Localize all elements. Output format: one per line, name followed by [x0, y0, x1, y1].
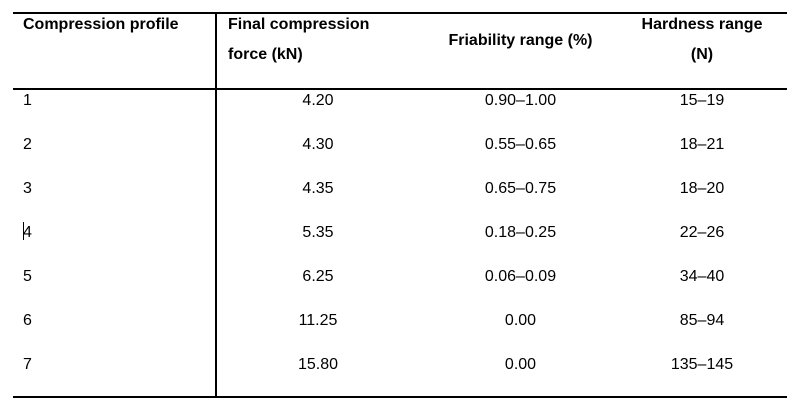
header-compression-profile: Compression profile — [23, 16, 179, 33]
column-divider — [215, 12, 217, 398]
table-body: 1 4.20 0.90–1.00 15–19 2 4.30 0.55–0.65 18–21 3 4… — [0, 90, 800, 398]
header-hardness-range-line-1: Hardness range — [641, 16, 763, 33]
cell-compression-profile: 1 — [23, 92, 32, 109]
table-row: 7 15.80 0.00 135–145 — [0, 354, 800, 398]
cell-compression-profile: 3 — [23, 180, 32, 197]
cell-friability-range: 0.18–0.25 — [484, 224, 557, 241]
table-row: 4 5.35 0.18–0.25 22–26 — [0, 222, 800, 266]
cell-final-compression-force: 4.20 — [302, 92, 334, 109]
table-bottom-rule — [13, 396, 787, 398]
cell-final-compression-force: 4.30 — [302, 136, 334, 153]
cell-friability-range: 0.90–1.00 — [484, 92, 557, 109]
cell-friability-range: 0.00 — [504, 312, 537, 329]
cell-compression-profile: 7 — [23, 356, 32, 373]
cell-text: 4 — [23, 224, 32, 241]
header-final-compression-force: Final compression force (kN) — [228, 10, 428, 70]
header-hardness-range: Hardness range (N) — [618, 10, 786, 70]
header-final-compression-force-line-2: force (kN) — [228, 46, 303, 63]
cell-final-compression-force: 6.25 — [302, 268, 334, 285]
table-top-rule — [13, 12, 787, 14]
table-row: 5 6.25 0.06–0.09 34–40 — [0, 266, 800, 310]
cell-hardness-range: 15–19 — [679, 92, 725, 109]
cell-final-compression-force: 5.35 — [302, 224, 334, 241]
cell-hardness-range: 34–40 — [679, 268, 725, 285]
header-final-compression-force-line-1: Final compression — [228, 16, 370, 33]
cell-hardness-range: 135–145 — [670, 356, 734, 373]
cell-compression-profile: 6 — [23, 312, 32, 329]
cell-hardness-range: 18–20 — [679, 180, 725, 197]
header-hardness-range-line-2: (N) — [690, 46, 714, 63]
cell-hardness-range: 85–94 — [679, 312, 725, 329]
cell-friability-range: 0.65–0.75 — [484, 180, 557, 197]
table-row: 6 11.25 0.00 85–94 — [0, 310, 800, 354]
cell-hardness-range: 22–26 — [679, 224, 725, 241]
cell-friability-range: 0.06–0.09 — [484, 268, 557, 285]
cell-final-compression-force: 15.80 — [297, 356, 339, 373]
cell-final-compression-force: 11.25 — [298, 312, 338, 329]
table-row: 3 4.35 0.65–0.75 18–20 — [0, 178, 800, 222]
cell-friability-range: 0.55–0.65 — [484, 136, 557, 153]
table-header-rule — [13, 88, 787, 90]
cell-compression-profile: 2 — [23, 136, 32, 153]
cell-compression-profile: 5 — [23, 268, 32, 285]
table-row: 1 4.20 0.90–1.00 15–19 — [0, 90, 800, 134]
cell-friability-range: 0.00 — [504, 356, 537, 373]
cell-hardness-range: 18–21 — [679, 136, 725, 153]
header-friability-range: Friability range (%) — [448, 32, 593, 49]
cell-final-compression-force: 4.35 — [302, 180, 334, 197]
text-cursor — [23, 222, 24, 240]
table-row: 2 4.30 0.55–0.65 18–21 — [0, 134, 800, 178]
cell-compression-profile: 4 — [23, 222, 32, 244]
